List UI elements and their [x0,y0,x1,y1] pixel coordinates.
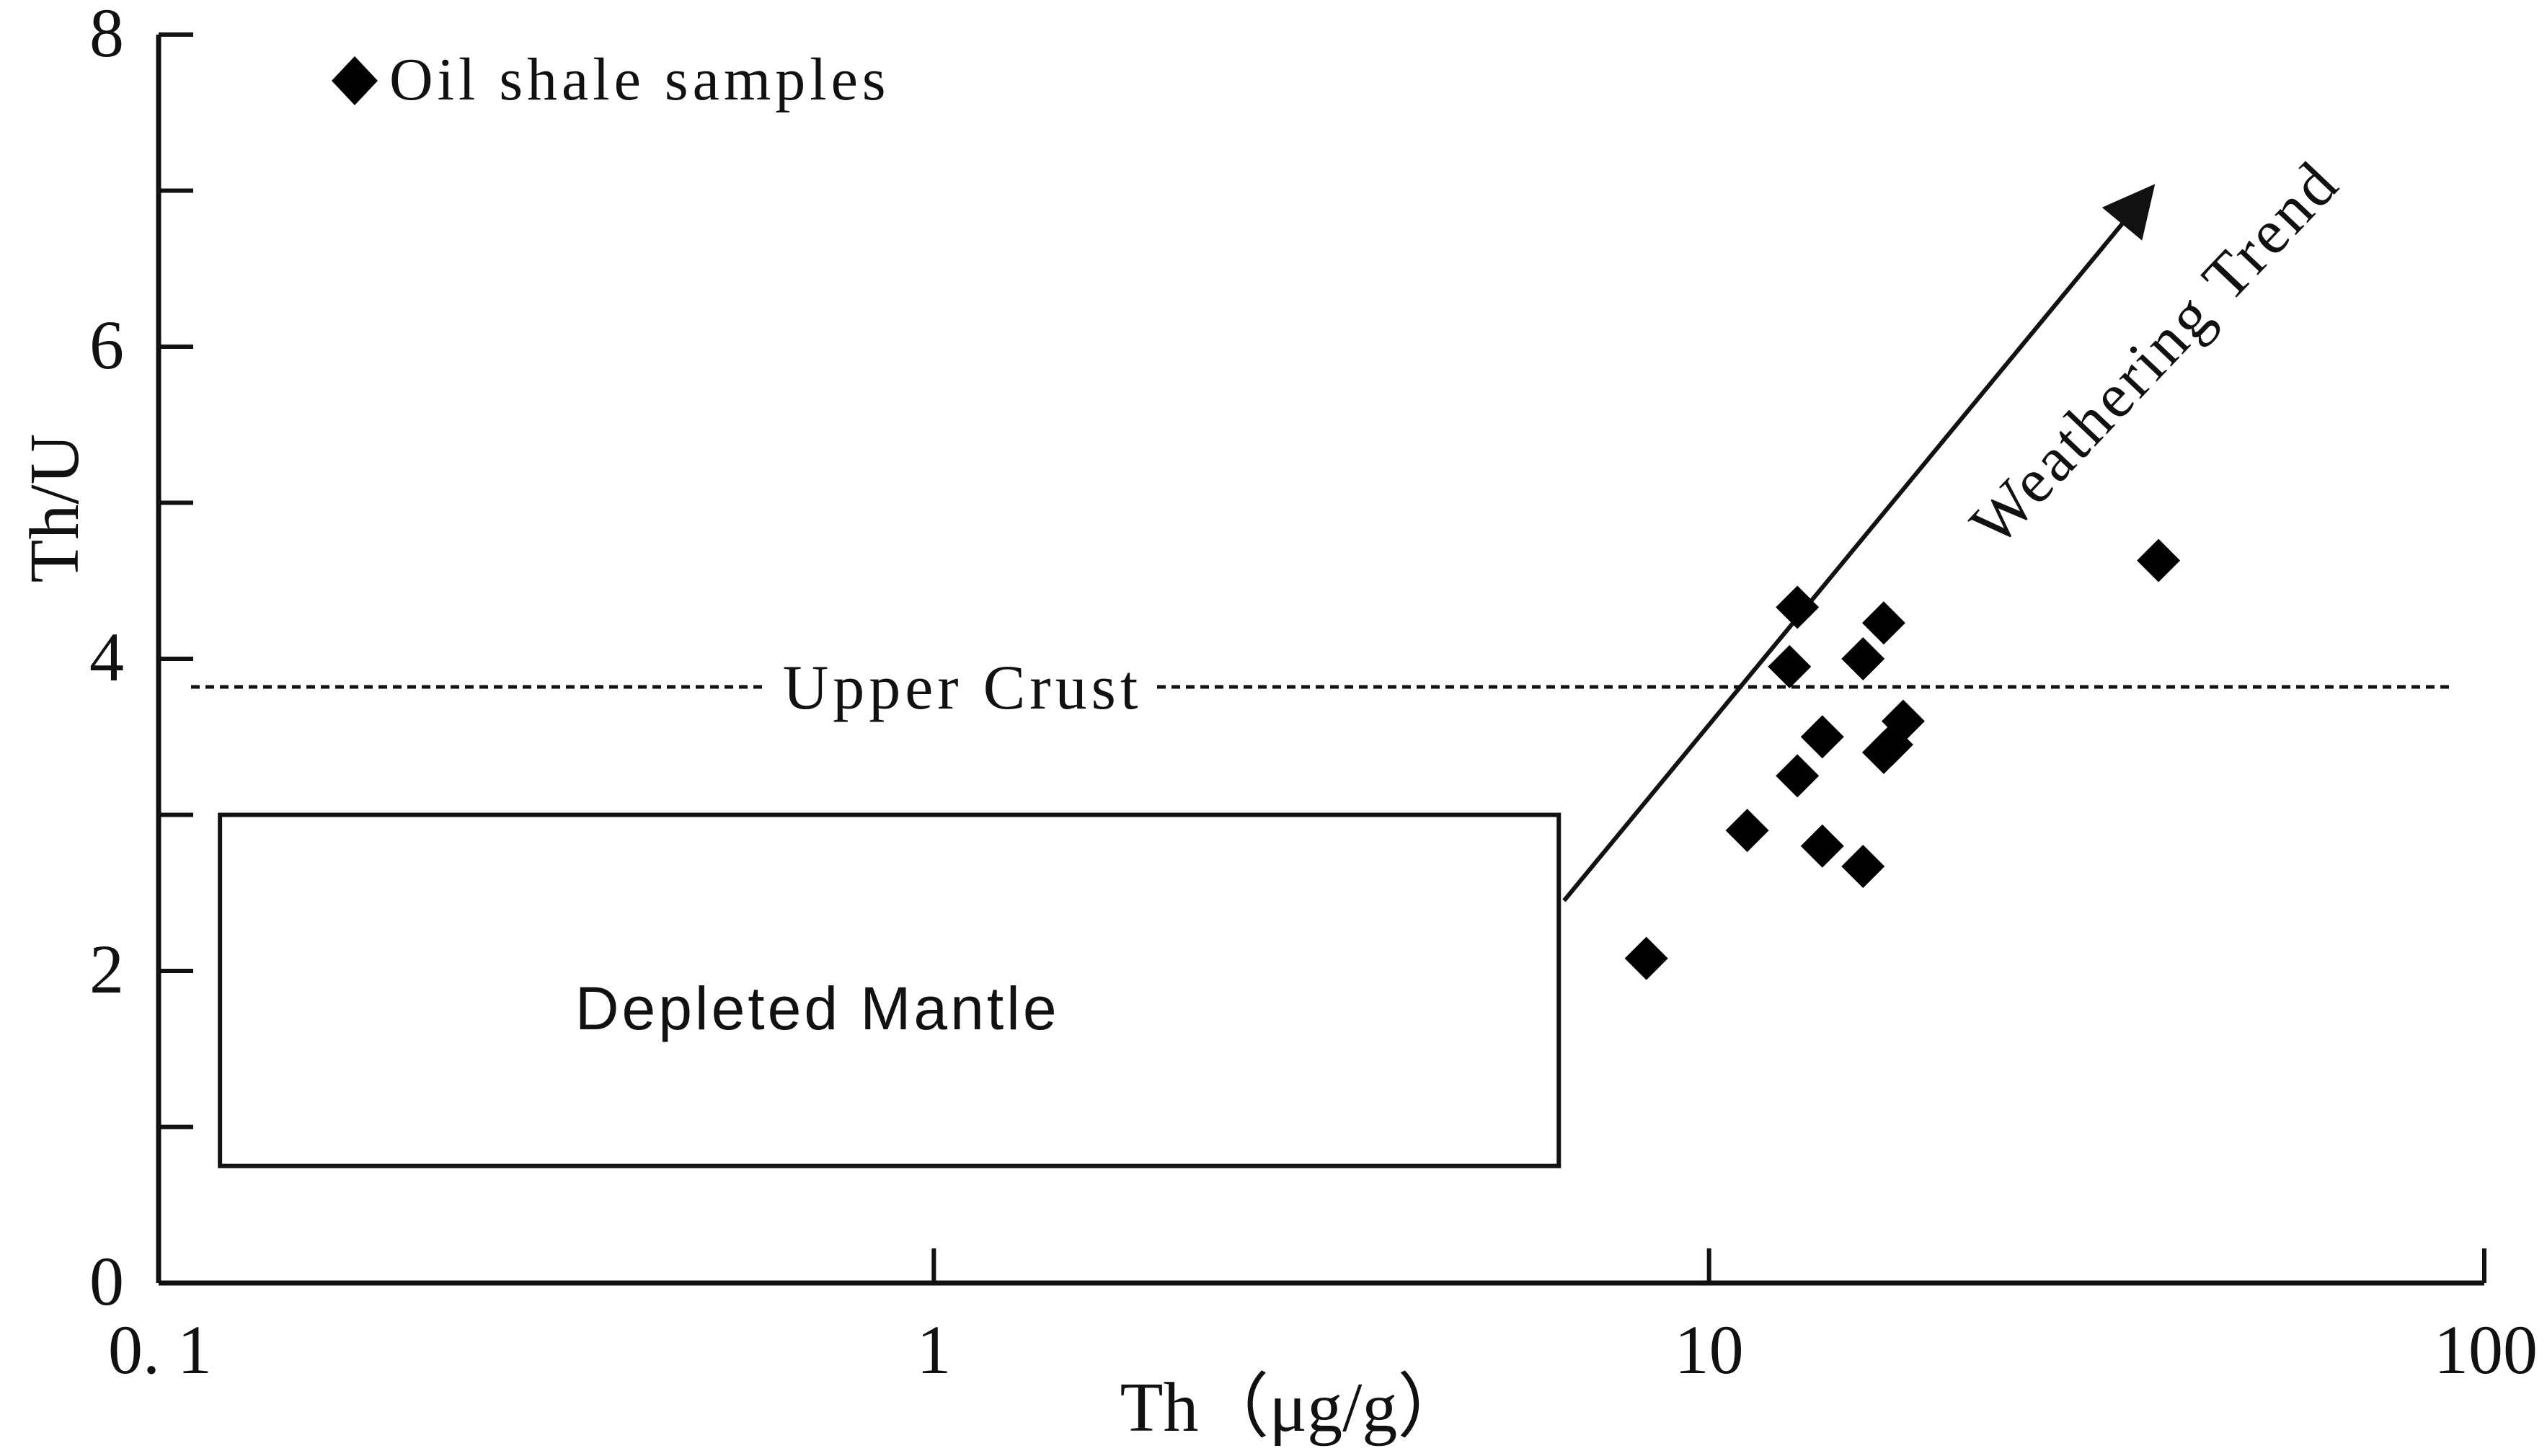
oil-shale-sample-point [1800,715,1844,759]
oil-shale-sample-point [1624,936,1668,980]
oil-shale-sample-point [1776,754,1820,798]
weathering-trend-arrow [1562,184,2156,902]
axes [156,35,2484,1286]
y-tick-label: 2 [89,931,124,1008]
x-axis-label: Th（μg/g） [1120,1369,1469,1447]
oil-shale-sample-point [1861,601,1905,645]
data-points [1624,538,2181,980]
oil-shale-sample-point [1768,644,1812,688]
depleted-mantle-label: Depleted Mantle [575,975,1060,1042]
x-tick-label: 1 [916,1311,951,1388]
oil-shale-sample-point [1881,699,1925,743]
y-axis-label: Th/U [16,434,94,583]
x-tick-label: 0. 1 [108,1311,212,1388]
oil-shale-sample-point [1841,844,1885,888]
oil-shale-sample-point [1800,824,1844,868]
weathering-trend: Weathering Trend [1562,148,2353,902]
oil-shale-sample-point [1841,637,1885,680]
oil-shale-sample-point [2137,538,2181,582]
legend: Oil shale samples [332,46,890,113]
y-tick-label: 4 [89,618,124,696]
y-tick-label: 0 [89,1243,124,1320]
oil-shale-sample-point [1776,585,1820,629]
depleted-mantle-box [218,812,1562,1168]
y-ticks: 0 2 4 6 8 [89,0,193,1320]
x-tick-label: 100 [2434,1311,2538,1388]
y-tick-label: 6 [89,306,124,383]
y-tick-label: 8 [89,0,124,71]
upper-crust-label: Upper Crust [783,653,1143,723]
legend-diamond-icon [332,56,378,105]
upper-crust-reference: Upper Crust [191,653,2451,723]
legend-label: Oil shale samples [389,46,890,113]
oil-shale-sample-point [1725,809,1769,853]
depleted-mantle-region: Depleted Mantle [218,812,1562,1168]
x-tick-label: 10 [1675,1311,1744,1388]
x-ticks: 0. 1 1 10 100 [108,1248,2538,1388]
